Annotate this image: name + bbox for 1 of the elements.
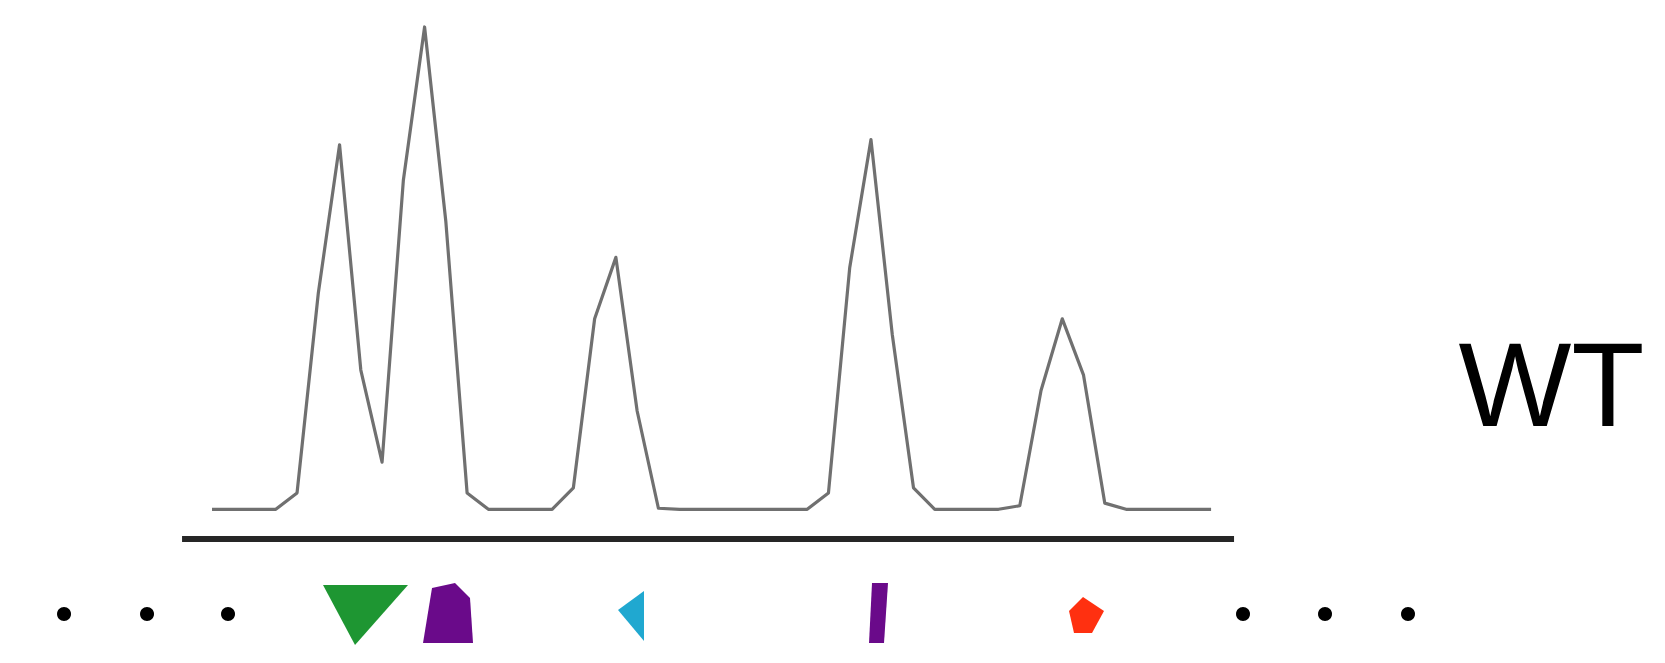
text: WT [1459, 343, 1642, 427]
